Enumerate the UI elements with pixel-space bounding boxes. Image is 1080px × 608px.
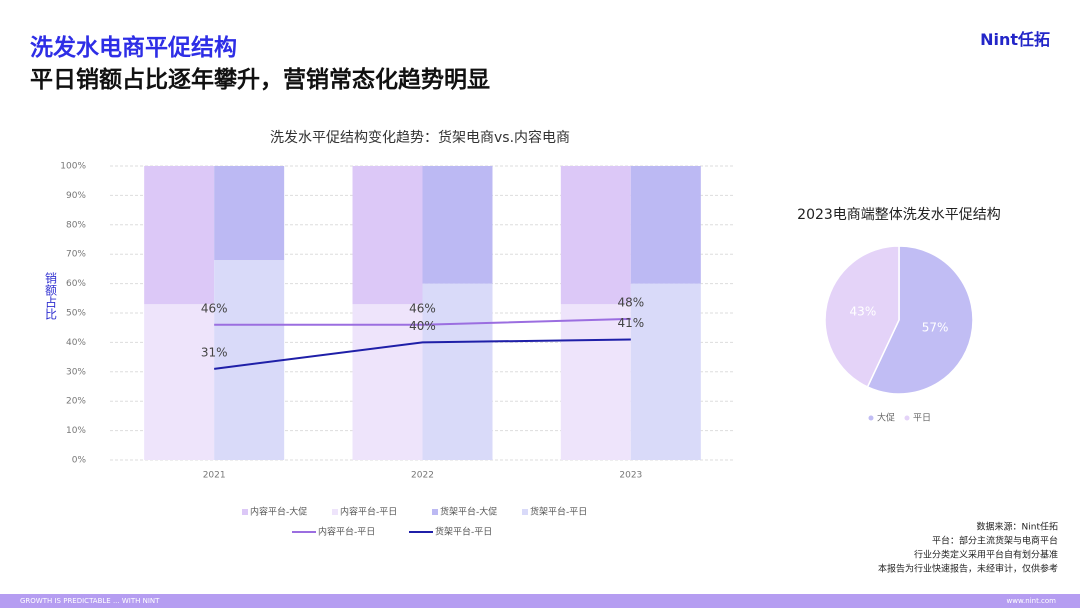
bar-segment — [352, 166, 423, 305]
legend-swatch — [242, 509, 248, 515]
y-tick-label: 50% — [66, 309, 86, 319]
bar-segment — [422, 166, 493, 284]
legend-label: 货架平台-平日 — [530, 506, 587, 518]
x-tick-label: 2023 — [619, 471, 642, 481]
line — [214, 338, 631, 370]
y-tick-label: 30% — [66, 367, 86, 377]
legend-swatch — [522, 509, 528, 515]
legend-label: 货架平台-平日 — [435, 526, 492, 538]
y-tick-label: 0% — [72, 456, 87, 466]
legend-swatch — [332, 509, 338, 515]
legend-label: 货架平台-大促 — [440, 506, 497, 518]
legend-label: 大促 — [877, 412, 895, 424]
legend-label: 内容平台-大促 — [250, 506, 307, 518]
legend-label: 平日 — [913, 413, 931, 424]
y-tick-label: 40% — [66, 338, 86, 348]
y-axis-label: 销额占比 — [44, 272, 58, 321]
data-label: 57% — [922, 321, 949, 335]
y-tick-label: 70% — [66, 250, 86, 260]
y-tick-label: 80% — [66, 220, 86, 230]
line — [214, 317, 631, 326]
source-note: 平台：部分主流货架与电商平台 — [932, 535, 1058, 547]
bar-segment — [560, 166, 631, 305]
data-label: 46% — [201, 301, 228, 315]
source-note: 数据来源：Nint任拓 — [977, 521, 1058, 533]
footer-right: www.nint.com — [1006, 597, 1057, 605]
bar-segment — [352, 304, 423, 460]
data-label: 48% — [617, 295, 644, 309]
legend-swatch — [904, 415, 910, 421]
legend-swatch — [432, 509, 438, 515]
legend-label: 内容平台-平日 — [318, 526, 375, 538]
bar-segment — [144, 304, 215, 460]
pie-slice — [866, 245, 974, 395]
bar-segment — [630, 283, 701, 460]
bar-segment — [560, 304, 631, 460]
data-label: 40% — [409, 319, 436, 333]
pie-slice — [824, 245, 900, 388]
footer-left: GROWTH IS PREDICTABLE ... WITH NINT — [20, 597, 160, 605]
x-tick-label: 2021 — [203, 471, 226, 481]
y-tick-label: 100% — [60, 162, 86, 172]
y-tick-label: 20% — [66, 397, 86, 407]
bar-segment — [214, 166, 285, 261]
footer: GROWTH IS PREDICTABLE ... WITH NINT www.… — [0, 594, 1080, 608]
page-title: 洗发水电商平促结构 — [30, 35, 237, 61]
source-note: 行业分类定义采用平台自有划分基准 — [914, 549, 1058, 561]
data-label: 46% — [409, 301, 436, 315]
y-tick-label: 90% — [66, 191, 86, 201]
data-label: 31% — [201, 345, 228, 359]
legend-swatch — [868, 415, 874, 421]
bar-segment — [144, 166, 215, 305]
logo: Nint任拓 — [980, 30, 1050, 49]
source-note: 本报告为行业快速报告，未经审计，仅供参考 — [878, 563, 1058, 575]
bar-segment — [422, 283, 493, 460]
page-subtitle: 平日销额占比逐年攀升，营销常态化趋势明显 — [30, 67, 490, 93]
bar-segment — [214, 260, 285, 460]
x-tick-label: 2022 — [411, 471, 434, 481]
pie-title: 2023电商端整体洗发水平促结构 — [797, 207, 1001, 223]
legend-label: 内容平台-平日 — [340, 506, 397, 518]
chart: 洗发水平促结构变化趋势：货架电商vs.内容电商 销额占比 2023电商端整体洗发… — [44, 129, 1059, 575]
bar-segment — [630, 166, 701, 284]
chart-title: 洗发水平促结构变化趋势：货架电商vs.内容电商 — [270, 129, 570, 146]
data-label: 41% — [617, 316, 644, 330]
data-label: 43% — [850, 304, 877, 318]
y-tick-label: 60% — [66, 279, 86, 289]
y-tick-label: 10% — [66, 426, 86, 436]
